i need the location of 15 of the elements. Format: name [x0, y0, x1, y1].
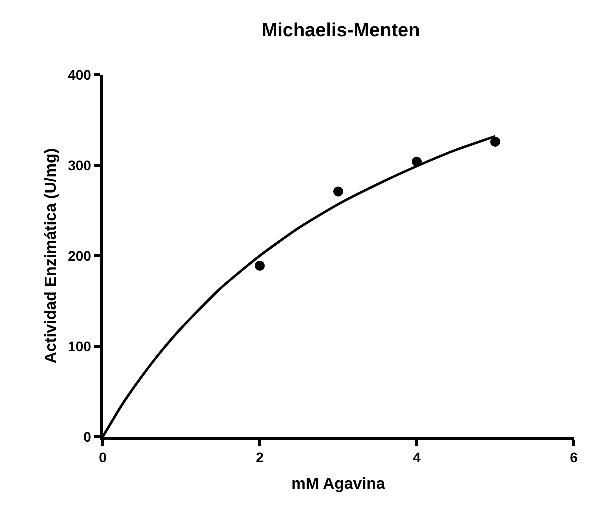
x-tick-label: 4 — [413, 450, 422, 466]
y-tick-label: 300 — [68, 157, 92, 174]
y-tick-label: 100 — [68, 338, 92, 354]
x-axis-title: mM Agavina — [292, 476, 386, 494]
x-tick-label: 2 — [256, 450, 264, 466]
x-tick-label: 0 — [99, 450, 108, 466]
chart-title: Michaelis-Menten — [262, 20, 420, 42]
x-tick-label: 6 — [570, 450, 578, 466]
y-tick-label: 0 — [84, 428, 92, 445]
y-tick-label: 200 — [68, 248, 92, 264]
point — [255, 260, 265, 271]
y-axis-title: Actividad Enzimática (U/mg) — [42, 148, 60, 364]
point — [334, 186, 344, 197]
y-tick-label: 400 — [68, 66, 92, 83]
point — [490, 136, 500, 147]
